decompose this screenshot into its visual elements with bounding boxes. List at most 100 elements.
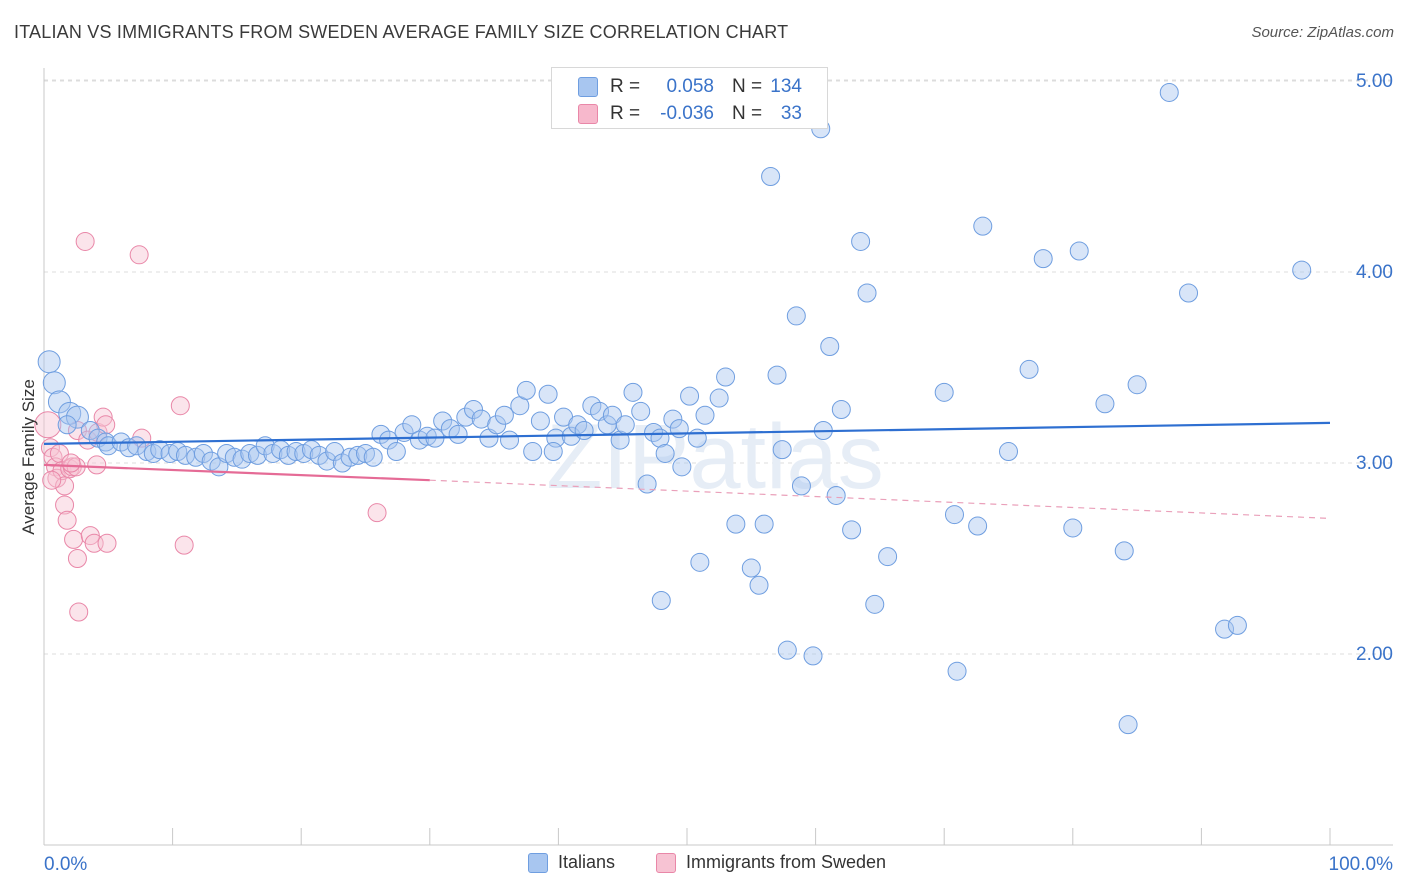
n-value: 33 (780, 103, 802, 124)
data-point-italians (309, 445, 329, 465)
data-point-immigrants-from-sweden (75, 231, 95, 251)
data-point-italians (543, 442, 563, 462)
correlation-stats-box: R = 0.058 N = 134 R = -0.036 N = 33 (551, 67, 828, 129)
series-italians (37, 82, 1312, 735)
data-point-italians (1118, 715, 1138, 735)
y-tick-label: 5.00 (1356, 71, 1393, 92)
data-point-italians (637, 474, 657, 494)
data-point-italians (695, 405, 715, 425)
data-point-italians (37, 350, 61, 374)
n-label: N = (732, 76, 763, 97)
data-point-immigrants-from-sweden (93, 407, 113, 427)
data-point-italians (57, 415, 77, 435)
data-point-italians (968, 516, 988, 536)
n-label: N = (732, 103, 763, 124)
data-point-italians (340, 447, 360, 467)
r-value: -0.036 (660, 103, 714, 124)
data-point-italians (709, 388, 729, 408)
data-point-italians (42, 371, 66, 395)
data-point-immigrants-from-sweden (97, 533, 117, 553)
r-value: 0.058 (666, 76, 714, 97)
data-point-italians (582, 396, 602, 416)
data-point-italians (716, 367, 736, 387)
data-point-immigrants-from-sweden (129, 245, 149, 265)
data-point-italians (386, 442, 406, 462)
data-point-italians (651, 591, 671, 611)
legend-item-italians[interactable]: Italians (528, 852, 615, 873)
source-label: Source: ZipAtlas.com (1251, 24, 1394, 41)
stat-swatch-italians (578, 77, 598, 97)
data-point-italians (878, 547, 898, 567)
data-point-italians (1227, 615, 1247, 635)
legend-item-immigrants-from-sweden[interactable]: Immigrants from Sweden (656, 852, 886, 873)
data-point-italians (655, 443, 675, 463)
data-point-italians (530, 411, 550, 431)
data-point-immigrants-from-sweden (55, 476, 75, 496)
data-point-italians (348, 445, 368, 465)
data-point-italians (761, 167, 781, 186)
data-point-italians (749, 575, 769, 595)
data-point-italians (224, 447, 244, 467)
data-point-italians (1033, 249, 1053, 269)
data-point-italians (1019, 359, 1039, 379)
data-point-italians (1215, 619, 1235, 639)
data-point-italians (777, 640, 797, 660)
r-label: R = (610, 76, 641, 97)
data-point-italians (1159, 82, 1179, 102)
data-point-italians (417, 426, 437, 446)
y-tick-label: 4.00 (1356, 262, 1393, 283)
trend-line-extension-immigrants-from-sweden (429, 479, 1331, 519)
data-point-immigrants-from-sweden (64, 529, 84, 549)
data-point-italians (247, 445, 267, 465)
data-point-italians (1114, 541, 1134, 561)
data-point-italians (786, 306, 806, 326)
data-point-italians (523, 442, 543, 462)
data-point-italians (947, 661, 967, 681)
y-tick-label: 2.00 (1356, 644, 1393, 665)
data-point-immigrants-from-sweden (87, 455, 107, 475)
data-point-italians (865, 594, 885, 614)
data-point-italians (726, 514, 746, 534)
grid-lines (44, 79, 1393, 655)
data-point-italians (680, 386, 700, 406)
data-point-italians (663, 409, 683, 429)
data-point-italians (934, 382, 954, 402)
data-point-italians (803, 646, 823, 666)
data-point-italians (1069, 241, 1089, 261)
data-point-italians (286, 442, 306, 462)
data-point-italians (831, 400, 851, 420)
data-point-italians (332, 453, 352, 473)
data-point-italians (193, 443, 213, 463)
data-point-italians (973, 216, 993, 236)
chart-title: ITALIAN VS IMMIGRANTS FROM SWEDEN AVERAG… (14, 22, 789, 42)
stat-row-immigrants-from-sweden: R = -0.036 N = 33 (552, 101, 827, 127)
legend-label-sweden: Immigrants from Sweden (686, 852, 887, 872)
y-tick-labels: 2.00 3.00 4.00 5.00 (1356, 71, 1393, 665)
data-point-italians (999, 442, 1018, 462)
data-point-italians (494, 405, 514, 425)
data-point-italians (379, 430, 399, 450)
data-point-italians (741, 558, 761, 578)
y-axis-label: Average Family Size (19, 379, 38, 535)
data-point-italians (820, 336, 840, 356)
data-point-italians (1179, 283, 1199, 303)
data-point-italians (631, 401, 651, 421)
data-point-immigrants-from-sweden (174, 535, 194, 555)
data-point-italians (317, 451, 337, 471)
trend-line-immigrants-from-sweden (43, 463, 430, 482)
legend-swatch-sweden (656, 852, 676, 873)
data-point-italians (65, 405, 89, 429)
data-point-immigrants-from-sweden (42, 470, 62, 490)
data-point-italians (623, 382, 643, 402)
data-point-italians (98, 436, 118, 456)
data-point-immigrants-from-sweden (60, 459, 80, 479)
data-point-italians (363, 447, 383, 467)
data-point-italians (851, 231, 871, 251)
data-point-italians (857, 283, 877, 303)
data-point-immigrants-from-sweden (367, 503, 387, 523)
data-point-italians (538, 384, 558, 404)
data-point-italians (240, 443, 260, 463)
trend-lines (43, 421, 1331, 519)
data-point-italians (574, 421, 594, 441)
